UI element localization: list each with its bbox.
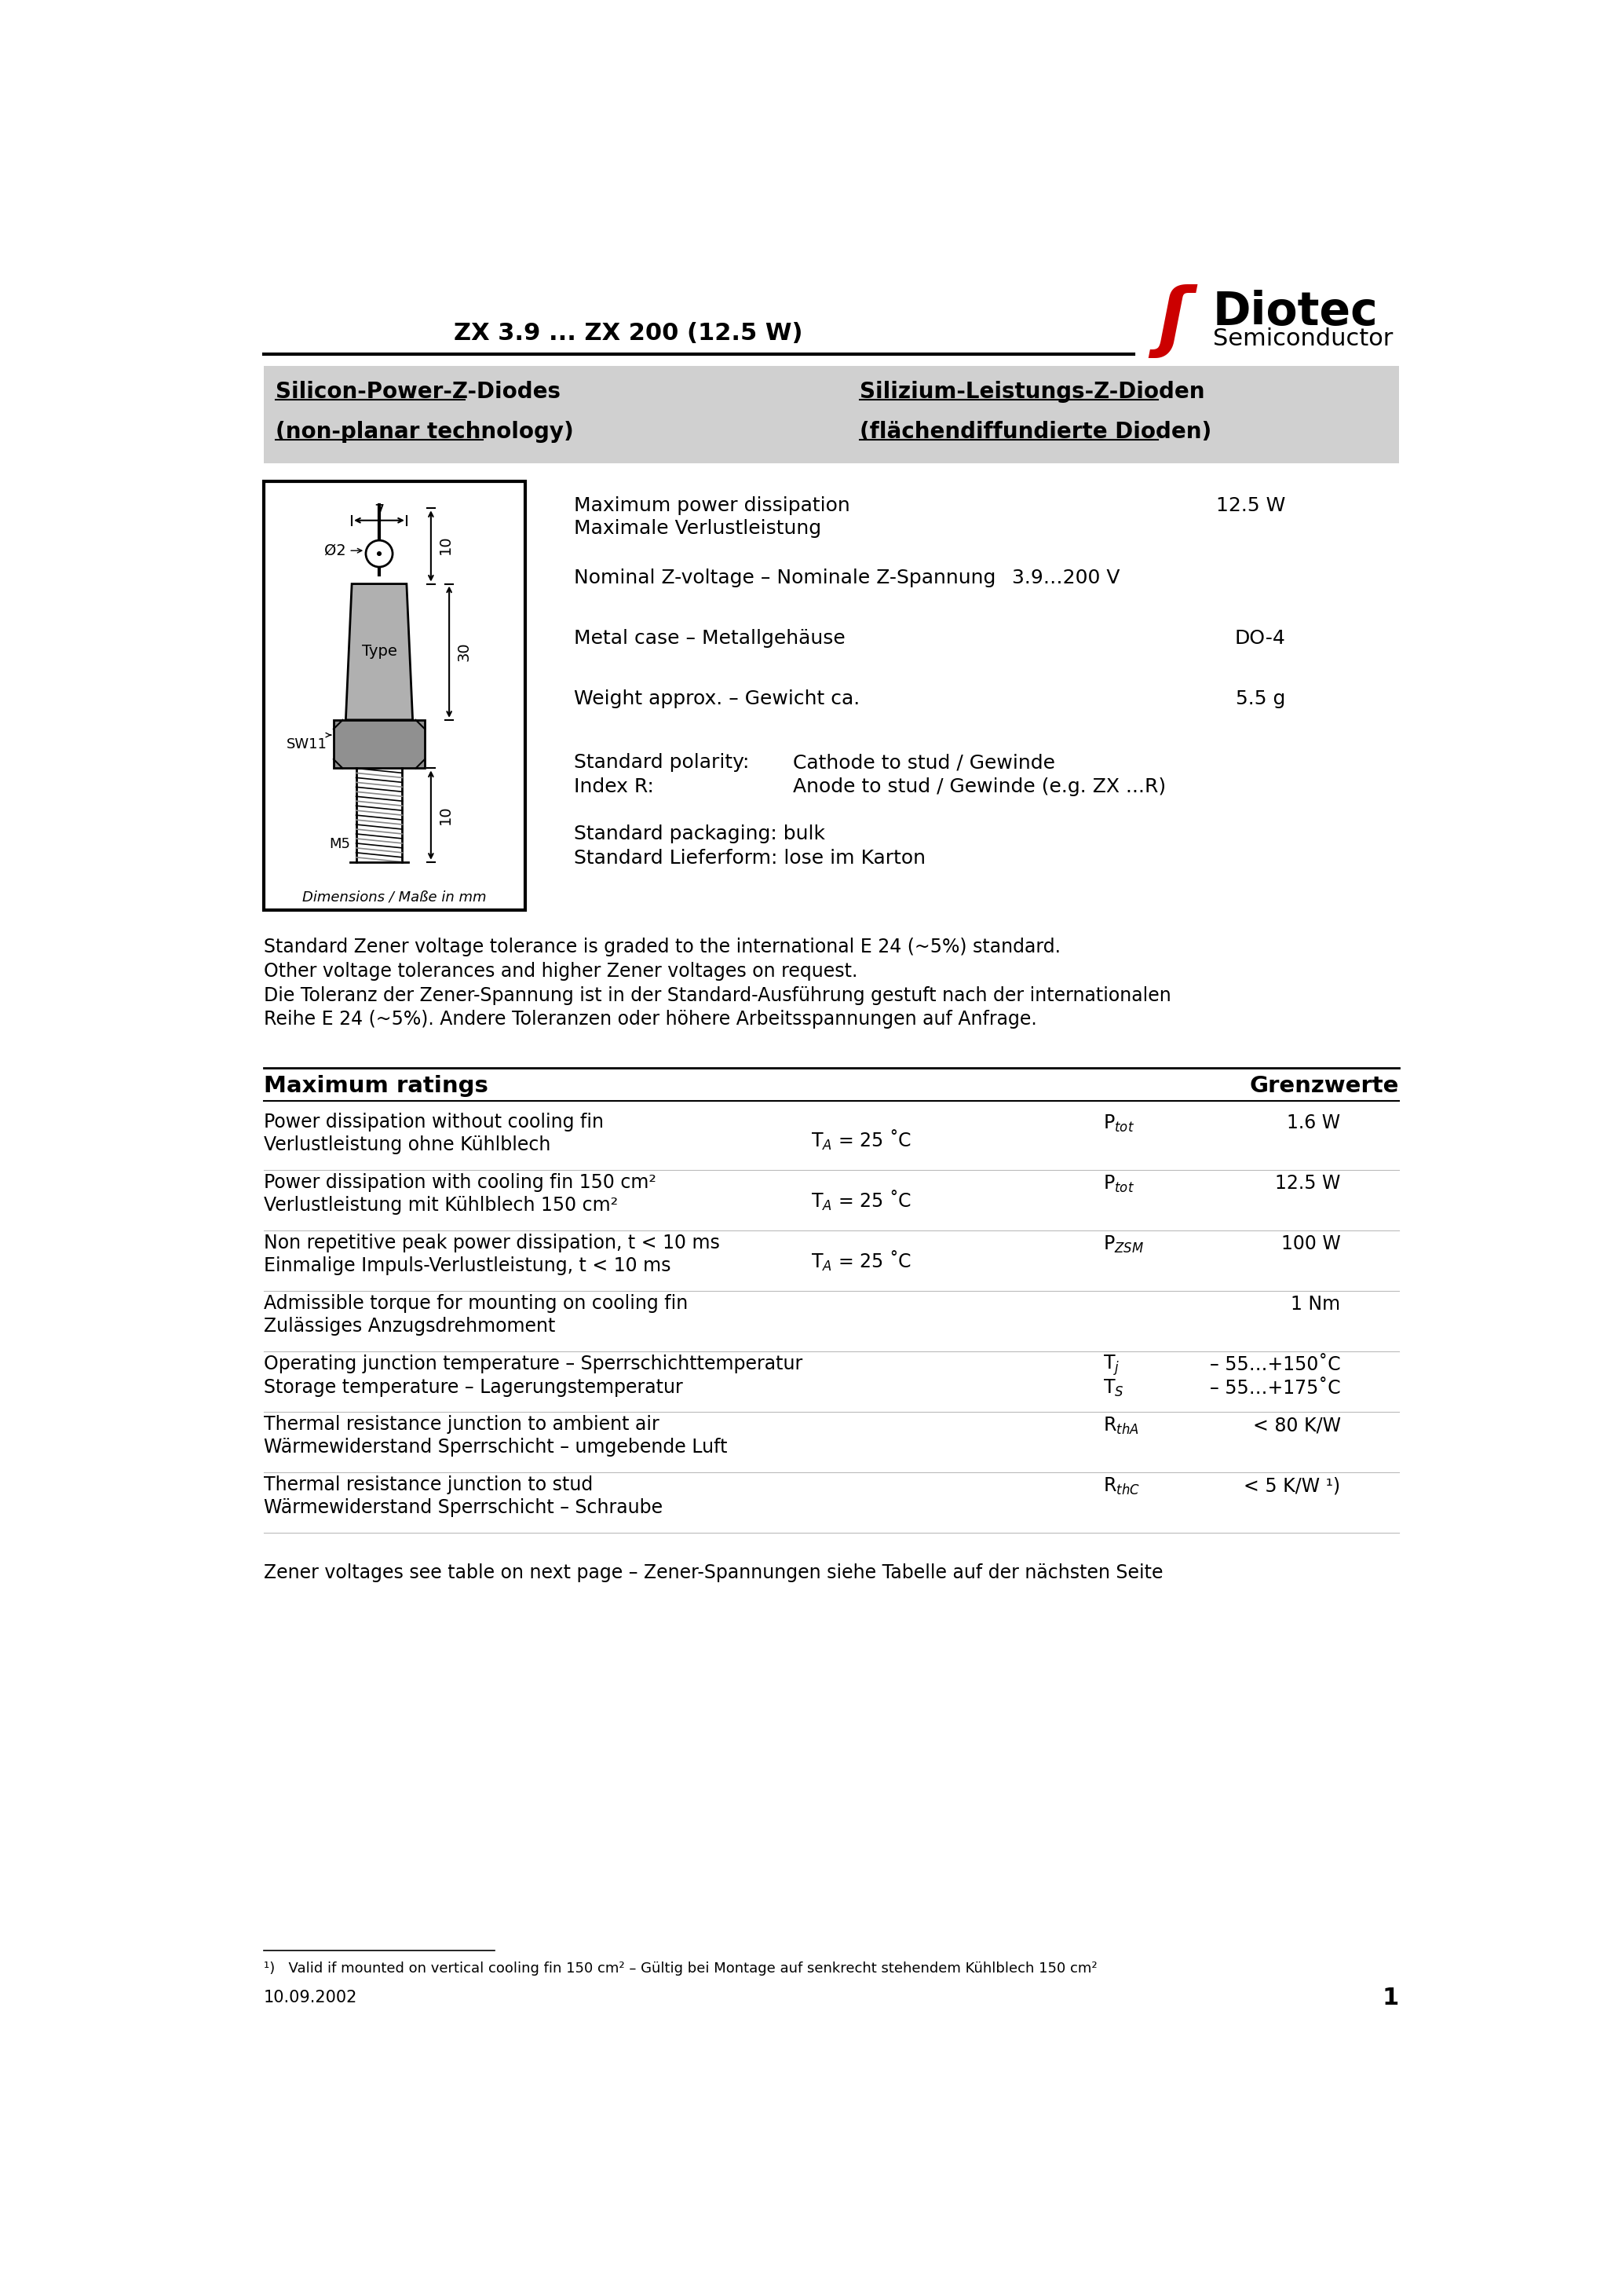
Text: 1 Nm: 1 Nm	[1291, 1295, 1340, 1313]
Text: – 55…+150˚C: – 55…+150˚C	[1210, 1355, 1340, 1375]
Text: ¹)   Valid if mounted on vertical cooling fin 150 cm² – Gültig bei Montage auf s: ¹) Valid if mounted on vertical cooling …	[264, 1961, 1096, 1975]
Bar	[334, 721, 425, 769]
Text: (non-planar technology): (non-planar technology)	[276, 420, 574, 443]
Text: Operating junction temperature – Sperrschichttemperatur: Operating junction temperature – Sperrsc…	[264, 1355, 803, 1373]
Text: ZX 3.9 ... ZX 200 (12.5 W): ZX 3.9 ... ZX 200 (12.5 W)	[454, 321, 803, 344]
Text: Zulässiges Anzugsdrehmoment: Zulässiges Anzugsdrehmoment	[264, 1316, 555, 1336]
Text: Standard packaging: bulk: Standard packaging: bulk	[574, 824, 826, 843]
Text: 5.5 g: 5.5 g	[1236, 689, 1286, 709]
Bar	[264, 482, 526, 912]
Text: Index R:: Index R:	[574, 778, 654, 797]
Text: Nominal Z-voltage – Nominale Z-Spannung: Nominal Z-voltage – Nominale Z-Spannung	[574, 569, 996, 588]
Text: Maximum ratings: Maximum ratings	[264, 1075, 488, 1097]
Text: SW11: SW11	[287, 737, 328, 751]
Text: Weight approx. – Gewicht ca.: Weight approx. – Gewicht ca.	[574, 689, 860, 709]
Text: 7: 7	[375, 505, 384, 519]
Text: T$_A$ = 25 ˚C: T$_A$ = 25 ˚C	[811, 1189, 912, 1212]
Text: Standard polarity:: Standard polarity:	[574, 753, 749, 771]
Text: Silicon-Power-Z-Diodes: Silicon-Power-Z-Diodes	[276, 381, 561, 402]
Text: Diotec: Diotec	[1213, 289, 1379, 335]
Text: Standard Zener voltage tolerance is graded to the international E 24 (~5%) stand: Standard Zener voltage tolerance is grad…	[264, 937, 1061, 957]
Text: Power dissipation with cooling fin 150 cm²: Power dissipation with cooling fin 150 c…	[264, 1173, 655, 1192]
Text: 3.9…200 V: 3.9…200 V	[1012, 569, 1119, 588]
Text: 1: 1	[1382, 1986, 1398, 2009]
Text: Thermal resistance junction to ambient air: Thermal resistance junction to ambient a…	[264, 1414, 659, 1435]
Text: Anode to stud / Gewinde (e.g. ZX ...R): Anode to stud / Gewinde (e.g. ZX ...R)	[793, 778, 1166, 797]
Text: T$_S$: T$_S$	[1103, 1378, 1124, 1398]
Text: Verlustleistung ohne Kühlblech: Verlustleistung ohne Kühlblech	[264, 1134, 550, 1155]
Text: P$_{ZSM}$: P$_{ZSM}$	[1103, 1233, 1144, 1254]
Text: Metal case – Metallgehäuse: Metal case – Metallgehäuse	[574, 629, 845, 647]
Text: 10.09.2002: 10.09.2002	[264, 1991, 357, 2004]
Circle shape	[378, 551, 381, 556]
Text: (flächendiffundierte Dioden): (flächendiffundierte Dioden)	[860, 420, 1212, 443]
Text: Reihe E 24 (~5%). Andere Toleranzen oder höhere Arbeitsspannungen auf Anfrage.: Reihe E 24 (~5%). Andere Toleranzen oder…	[264, 1010, 1036, 1029]
Text: Wärmewiderstand Sperrschicht – umgebende Luft: Wärmewiderstand Sperrschicht – umgebende…	[264, 1437, 727, 1456]
Text: Other voltage tolerances and higher Zener voltages on request.: Other voltage tolerances and higher Zene…	[264, 962, 858, 980]
Text: Standard Lieferform: lose im Karton: Standard Lieferform: lose im Karton	[574, 850, 926, 868]
Text: M5: M5	[329, 836, 350, 852]
Text: Maximale Verlustleistung: Maximale Verlustleistung	[574, 519, 821, 537]
Bar	[264, 367, 1398, 464]
Text: P$_{tot}$: P$_{tot}$	[1103, 1114, 1135, 1134]
Text: 10: 10	[438, 535, 453, 553]
Text: Silizium-Leistungs-Z-Dioden: Silizium-Leistungs-Z-Dioden	[860, 381, 1205, 402]
Text: Verlustleistung mit Kühlblech 150 cm²: Verlustleistung mit Kühlblech 150 cm²	[264, 1196, 618, 1215]
Text: Semiconductor: Semiconductor	[1213, 328, 1393, 351]
Text: P$_{tot}$: P$_{tot}$	[1103, 1173, 1135, 1194]
Text: 100 W: 100 W	[1281, 1235, 1340, 1254]
Text: Dimensions / Maße in mm: Dimensions / Maße in mm	[302, 891, 487, 905]
Text: 30: 30	[456, 643, 472, 661]
Text: Admissible torque for mounting on cooling fin: Admissible torque for mounting on coolin…	[264, 1295, 688, 1313]
Circle shape	[367, 540, 393, 567]
Text: < 80 K/W: < 80 K/W	[1252, 1417, 1340, 1435]
Text: Cathode to stud / Gewinde: Cathode to stud / Gewinde	[793, 753, 1056, 771]
Text: T$_j$: T$_j$	[1103, 1352, 1119, 1378]
Text: Type: Type	[362, 645, 397, 659]
Text: Power dissipation without cooling fin: Power dissipation without cooling fin	[264, 1114, 603, 1132]
Text: Storage temperature – Lagerungstemperatur: Storage temperature – Lagerungstemperatu…	[264, 1378, 683, 1396]
Text: R$_{thA}$: R$_{thA}$	[1103, 1414, 1139, 1435]
Text: DO-4: DO-4	[1234, 629, 1286, 647]
Text: Maximum power dissipation: Maximum power dissipation	[574, 496, 850, 514]
Text: Non repetitive peak power dissipation, t < 10 ms: Non repetitive peak power dissipation, t…	[264, 1233, 720, 1254]
Text: 12.5 W: 12.5 W	[1275, 1173, 1340, 1194]
Text: 10: 10	[438, 806, 453, 824]
Text: Die Toleranz der Zener-Spannung ist in der Standard-Ausführung gestuft nach der : Die Toleranz der Zener-Spannung ist in d…	[264, 985, 1171, 1006]
Text: T$_A$ = 25 ˚C: T$_A$ = 25 ˚C	[811, 1249, 912, 1272]
Text: Einmalige Impuls-Verlustleistung, t < 10 ms: Einmalige Impuls-Verlustleistung, t < 10…	[264, 1256, 670, 1274]
Text: Thermal resistance junction to stud: Thermal resistance junction to stud	[264, 1476, 592, 1495]
Text: < 5 K/W ¹): < 5 K/W ¹)	[1244, 1476, 1340, 1495]
Text: ʃ: ʃ	[1158, 285, 1189, 358]
Text: – 55…+175˚C: – 55…+175˚C	[1210, 1378, 1340, 1398]
Polygon shape	[345, 583, 412, 721]
Text: R$_{thC}$: R$_{thC}$	[1103, 1476, 1140, 1497]
Text: Zener voltages see table on next page – Zener-Spannungen siehe Tabelle auf der n: Zener voltages see table on next page – …	[264, 1564, 1163, 1582]
Text: Wärmewiderstand Sperrschicht – Schraube: Wärmewiderstand Sperrschicht – Schraube	[264, 1497, 662, 1518]
Text: 1.6 W: 1.6 W	[1288, 1114, 1340, 1132]
Text: 12.5 W: 12.5 W	[1216, 496, 1286, 514]
Text: Grenzwerte: Grenzwerte	[1249, 1075, 1398, 1097]
Text: T$_A$ = 25 ˚C: T$_A$ = 25 ˚C	[811, 1127, 912, 1153]
Text: Ø2: Ø2	[324, 544, 345, 558]
